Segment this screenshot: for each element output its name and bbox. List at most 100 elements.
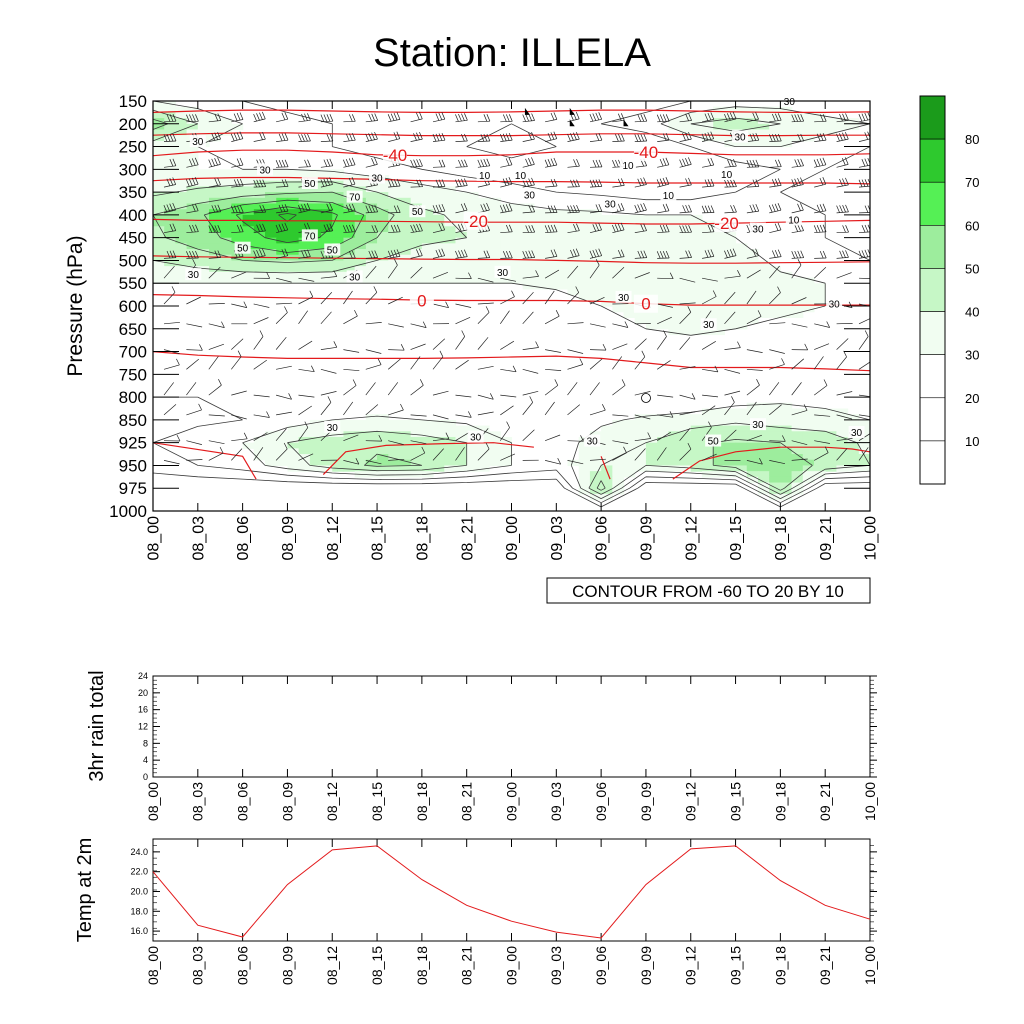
wind-barb bbox=[163, 321, 180, 325]
wind-barb-feather bbox=[374, 250, 379, 258]
humidity-fill-cell bbox=[209, 169, 221, 176]
humidity-fill-cell bbox=[153, 266, 165, 273]
wind-barb-feather bbox=[281, 249, 286, 257]
wind-barb bbox=[320, 368, 337, 374]
humidity-fill-cell bbox=[668, 283, 681, 290]
humidity-fill-cell bbox=[242, 186, 255, 193]
humidity-fill-cell bbox=[780, 129, 793, 136]
humidity-fill-cell bbox=[477, 260, 490, 267]
humidity-fill-cell bbox=[500, 226, 513, 233]
humidity-fill-cell bbox=[444, 459, 457, 467]
wind-barb-feather bbox=[685, 225, 689, 233]
wind-barb-feather bbox=[284, 203, 289, 212]
wind-barb-feather bbox=[199, 344, 203, 351]
humidity-fill-cell bbox=[365, 197, 378, 205]
humidity-fill-cell bbox=[209, 180, 221, 188]
wind-barb-feather bbox=[528, 158, 532, 166]
humidity-fill-cell bbox=[175, 180, 188, 188]
humidity-fill-cell bbox=[421, 209, 434, 216]
humidity-fill-cell bbox=[713, 266, 725, 273]
humidity-fill-cell bbox=[287, 180, 300, 188]
wind-barb bbox=[208, 257, 221, 259]
wind-barb bbox=[702, 138, 714, 142]
humidity-fill-cell bbox=[746, 254, 759, 262]
humidity-fill-cell bbox=[724, 254, 737, 262]
wind-barb-feather bbox=[371, 113, 376, 121]
wind-barb bbox=[208, 323, 225, 328]
humidity-fill-cell bbox=[455, 442, 468, 449]
wind-barb-feather bbox=[214, 225, 219, 233]
wind-barb bbox=[657, 414, 674, 418]
humidity-fill-cell bbox=[175, 277, 188, 284]
humidity-fill-cell bbox=[175, 123, 188, 131]
humidity-fill-cell bbox=[444, 203, 457, 210]
humidity-fill-cell bbox=[657, 283, 669, 290]
wind-barb-feather bbox=[707, 179, 712, 187]
humidity-fill-cell bbox=[780, 277, 793, 284]
humidity-fill-cell bbox=[276, 231, 289, 239]
wind-barb-feather bbox=[794, 159, 799, 167]
humidity-fill-cell bbox=[556, 209, 569, 216]
humidity-fill-cell bbox=[153, 203, 165, 210]
humidity-fill-cell bbox=[298, 271, 311, 279]
humidity-fill-cell bbox=[321, 442, 333, 449]
humidity-fill-cell bbox=[701, 283, 714, 290]
humidity-fill-cell bbox=[690, 271, 703, 279]
wind-barb-feather bbox=[253, 179, 258, 188]
wind-barb bbox=[545, 460, 561, 465]
time-tick-label: 08_21 bbox=[459, 946, 475, 985]
humidity-fill-cell bbox=[713, 112, 725, 119]
humidity-fill-cell bbox=[713, 118, 725, 125]
wind-barb-feather bbox=[791, 179, 796, 187]
humidity-fill-cell bbox=[735, 408, 748, 415]
wind-barb-feather bbox=[502, 251, 507, 259]
wind-barb-feather bbox=[797, 177, 801, 186]
humidity-fill-cell bbox=[634, 214, 647, 222]
humidity-fill-cell bbox=[746, 129, 759, 136]
humidity-fill-cell bbox=[466, 277, 479, 284]
humidity-label: 50 bbox=[327, 246, 339, 257]
humidity-fill-cell bbox=[354, 260, 367, 267]
wind-barb-feather bbox=[480, 204, 485, 212]
wind-barb bbox=[500, 139, 513, 142]
wind-barb-feather bbox=[352, 379, 357, 386]
wind-barb-feather bbox=[576, 158, 580, 167]
wind-barb-feather bbox=[390, 179, 395, 187]
humidity-fill-cell bbox=[321, 436, 333, 444]
temp2m-panel: 16.018.020.022.024.0 08_00 08_03 08_06 08_0… bbox=[74, 838, 878, 985]
wind-barb bbox=[343, 183, 356, 188]
temperature-contour-low-1 bbox=[322, 442, 534, 476]
wind-barb bbox=[253, 138, 266, 142]
humidity-fill-cell bbox=[668, 271, 681, 279]
humidity-fill-cell bbox=[410, 237, 423, 244]
wind-barb bbox=[276, 210, 289, 214]
time-tick-label: 09_09 bbox=[639, 516, 656, 561]
wind-barb-feather bbox=[169, 203, 174, 211]
humidity-fill-cell bbox=[724, 306, 737, 313]
wind-barb-feather bbox=[637, 114, 642, 122]
temperature-label: 0 bbox=[641, 295, 650, 314]
humidity-fill-cell bbox=[365, 448, 378, 455]
humidity-fill-cell bbox=[153, 226, 165, 233]
wind-barb-feather bbox=[637, 204, 641, 212]
humidity-label-bg bbox=[705, 434, 722, 447]
humidity-fill-cell bbox=[377, 254, 389, 262]
wind-barb-feather bbox=[393, 205, 398, 213]
wind-barb bbox=[679, 337, 691, 350]
humidity-fill-cell bbox=[186, 220, 199, 227]
humidity-fill-cell bbox=[724, 118, 737, 125]
wind-barb-feather bbox=[217, 177, 221, 186]
humidity-fill-cell bbox=[309, 459, 322, 467]
humidity-fill-cell bbox=[578, 459, 591, 467]
wind-barb-feather bbox=[816, 158, 821, 167]
humidity-fill-cell bbox=[657, 419, 669, 427]
wind-barb-feather bbox=[400, 403, 404, 411]
wind-barb-feather bbox=[506, 421, 510, 428]
wind-barb-feather bbox=[310, 365, 315, 372]
humidity-fill-cell bbox=[197, 203, 210, 210]
humidity-fill-cell bbox=[791, 436, 804, 444]
humidity-fill-cell bbox=[578, 260, 591, 267]
humidity-fill-cell bbox=[298, 448, 311, 455]
humidity-fill-cell bbox=[701, 465, 714, 472]
humidity-fill-cell bbox=[589, 277, 602, 284]
